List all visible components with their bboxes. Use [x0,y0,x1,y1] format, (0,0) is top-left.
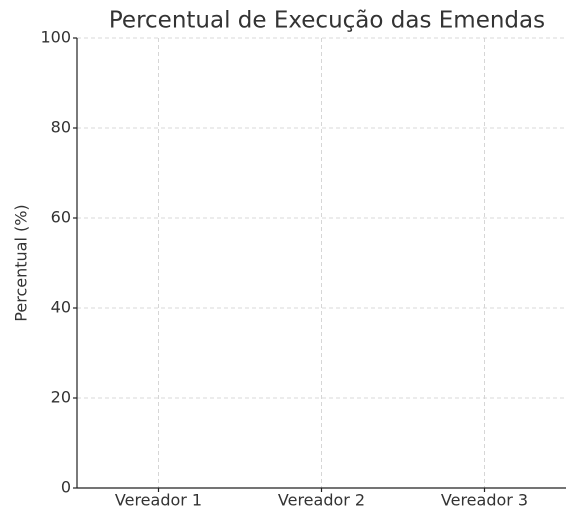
y-tick-label: 40 [51,298,71,317]
y-tick-label: 20 [51,388,71,407]
x-tick-label: Vereador 3 [441,491,528,510]
y-tick-label: 0 [61,478,71,497]
x-tick-label: Vereador 1 [115,491,202,510]
y-axis-label: Percentual (%) [12,204,31,321]
x-tick-label: Vereador 2 [278,491,365,510]
y-tick-label: 80 [51,118,71,137]
chart-title: Percentual de Execução das Emendas [109,8,545,34]
y-tick-label: 100 [40,28,71,47]
y-tick-label: 60 [51,208,71,227]
